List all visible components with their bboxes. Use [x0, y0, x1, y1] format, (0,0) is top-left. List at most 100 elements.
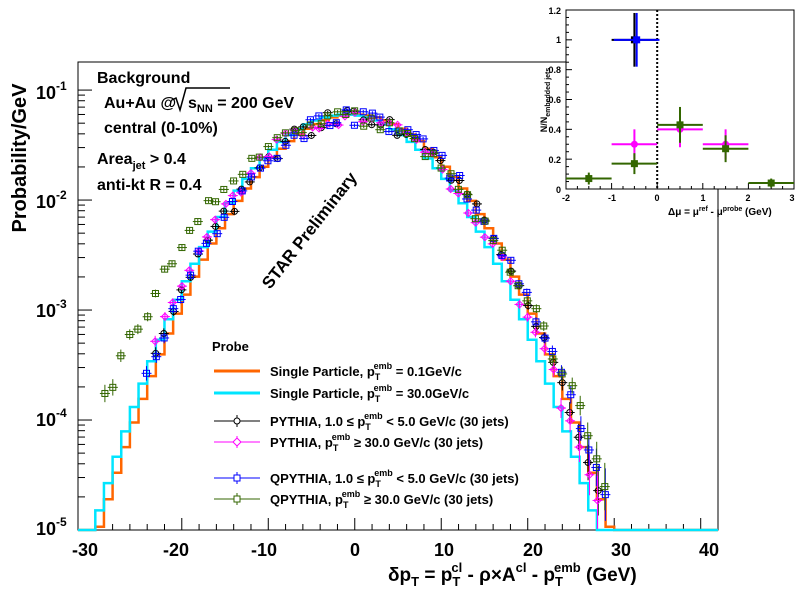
data-point — [506, 268, 514, 276]
data-point — [429, 150, 437, 158]
data-point — [273, 134, 281, 142]
data-point — [256, 164, 264, 172]
data-point — [447, 176, 455, 184]
data-point — [150, 337, 160, 346]
data-point — [584, 459, 592, 467]
data-point — [584, 432, 592, 440]
data-point — [228, 198, 236, 206]
legend-label-part: emb — [374, 468, 393, 478]
legend-item: QPYTHIA, pTemb ≥ 30.0 GeV/c (30 jets) — [214, 489, 493, 510]
legend-label-part: T — [333, 443, 339, 453]
data-point — [403, 130, 411, 138]
data-point — [177, 281, 187, 291]
legend-label-part: < 5.0 GeV/c (30 jets) — [393, 471, 519, 486]
data-point — [281, 129, 289, 137]
data-point — [194, 218, 202, 226]
data-point — [437, 164, 445, 172]
info-title: Background — [97, 70, 190, 87]
data-point — [532, 305, 540, 313]
inset-frame — [565, 9, 795, 190]
legend-label-part: Single Particle, p — [270, 386, 375, 401]
data-point — [549, 365, 558, 374]
data-point — [151, 289, 159, 297]
data-point — [481, 217, 489, 225]
x-tick-label: 30 — [611, 540, 631, 560]
data-point — [385, 128, 393, 136]
x-tick-label: -10 — [251, 540, 277, 560]
data-point — [464, 208, 473, 218]
y-tick-label: 10-3 — [36, 297, 67, 321]
data-point — [315, 112, 323, 120]
data-point — [298, 129, 306, 137]
data-point — [506, 277, 515, 286]
data-point — [238, 187, 246, 195]
legend-marker — [233, 417, 241, 425]
sqrt-sign — [171, 87, 230, 113]
legend-item: QPYTHIA, 1.0 ≤ pTemb < 5.0 GeV/c (30 jet… — [214, 468, 519, 489]
data-point — [585, 446, 593, 454]
legend-label: PYTHIA, 1.0 ≤ pTemb < 5.0 GeV/c (30 jets… — [270, 411, 509, 432]
data-point — [126, 331, 134, 339]
main-y-axis-title: Probability/GeV — [9, 83, 31, 233]
legend-label: PYTHIA, pTemb ≥ 30.0 GeV/c (30 jets) — [270, 432, 483, 453]
x-tick-label: -20 — [163, 540, 189, 560]
inset-x-tick-label: -1 — [608, 193, 616, 203]
data-point — [230, 177, 238, 185]
data-point — [255, 153, 263, 161]
x-tick-label: 0 — [350, 540, 360, 560]
data-point — [282, 141, 290, 149]
data-point — [168, 260, 176, 268]
data-point — [393, 131, 401, 139]
data-point — [246, 178, 254, 186]
data-point — [152, 353, 160, 361]
data-point — [169, 305, 177, 313]
data-point — [228, 191, 238, 200]
legend-label-part: = 0.1GeV/c — [392, 364, 462, 379]
inset-point — [613, 12, 660, 67]
inset-marker — [630, 160, 638, 168]
data-point — [160, 312, 170, 321]
legend-label-part: ≥ 30.0 GeV/c (30 jets) — [360, 492, 493, 507]
inset-y-tick-label: 1 — [556, 35, 561, 45]
data-point — [593, 496, 602, 505]
legend-marker — [233, 495, 241, 503]
main-x-axis-title: δpT = pTcl - ρ×Acl - pTemb (GeV) — [388, 560, 637, 589]
data-point — [178, 244, 186, 252]
data-point — [213, 230, 221, 238]
data-point — [359, 108, 367, 116]
data-point — [514, 282, 522, 290]
inset-marker — [767, 179, 775, 187]
legend-label-part: T — [375, 394, 381, 404]
data-point — [523, 288, 531, 296]
legend: Probe Single Particle, pTemb = 0.1GeV/cS… — [212, 339, 519, 510]
data-point — [334, 108, 342, 116]
inset-point — [566, 172, 612, 185]
info-energy: sNN = 200 GeV — [188, 95, 295, 115]
inset-marker — [676, 121, 684, 129]
legend-label-part: Single Particle, p — [270, 364, 375, 379]
y-tick-label: 10-1 — [36, 79, 67, 103]
data-point — [212, 198, 220, 206]
data-point — [358, 117, 368, 126]
data-point — [247, 173, 255, 181]
legend-label-part: T — [375, 479, 381, 489]
data-point — [220, 185, 228, 193]
info-area: Areajet > 0.4 — [97, 151, 186, 172]
inset-point — [748, 178, 794, 188]
data-point — [419, 135, 427, 143]
data-point — [490, 234, 498, 242]
legend-marker — [232, 437, 242, 447]
data-point — [239, 170, 247, 178]
inset-point — [657, 106, 703, 143]
legend-label-part: < 5.0 GeV/c (30 jets) — [383, 414, 509, 429]
data-point — [351, 107, 359, 115]
legend-item: Single Particle, pTemb = 0.1GeV/c — [214, 361, 462, 382]
x-tick-label: 20 — [523, 540, 543, 560]
main-series — [78, 106, 718, 532]
data-point — [540, 334, 548, 342]
data-point — [575, 442, 584, 452]
legend-label-part: PYTHIA, p — [270, 435, 333, 450]
data-point — [549, 355, 557, 363]
x-tick-label: -30 — [72, 540, 98, 560]
legend-label: Single Particle, pTemb = 30.0GeV/c — [270, 383, 469, 404]
